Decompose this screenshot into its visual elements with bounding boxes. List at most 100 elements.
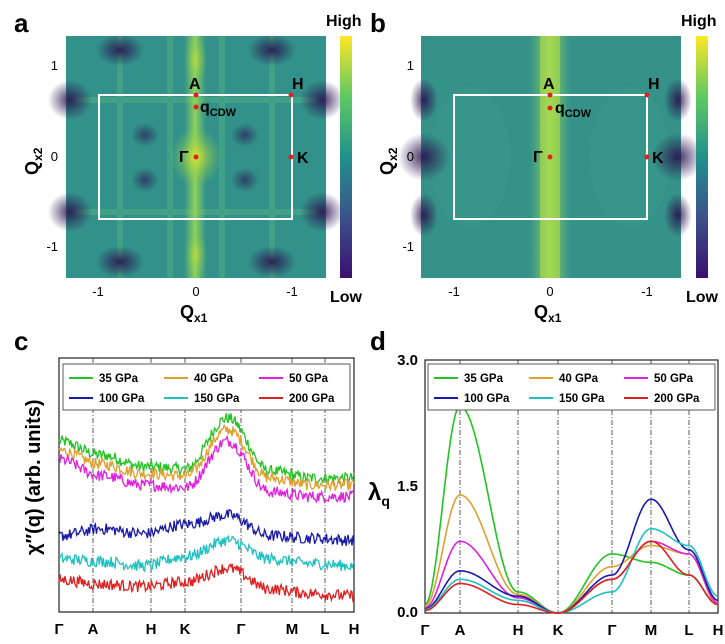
panel-b-colorbar-high: High bbox=[681, 13, 717, 30]
panel-b-colorbar bbox=[696, 36, 708, 278]
c-path-label: Γ bbox=[54, 621, 63, 638]
panel-c-legend: 35 GPa 40 GPa 50 GPa 100 GPa 150 GPa 200 GPa bbox=[62, 363, 351, 411]
c-series-line bbox=[58, 563, 355, 603]
panel-b-ytick: 1 bbox=[407, 58, 414, 73]
panel-b-point-K bbox=[644, 154, 650, 160]
panel-b-xtick: -1 bbox=[641, 284, 653, 299]
c-path-label: H bbox=[146, 621, 157, 638]
d-path-label: Γ bbox=[420, 622, 429, 639]
c-series-line bbox=[58, 434, 355, 504]
panel-a-label-A: A bbox=[189, 76, 201, 93]
c-legend-label: 200 GPa bbox=[289, 393, 335, 405]
panel-a-point-gamma bbox=[193, 154, 199, 160]
panel-a-point-H bbox=[288, 92, 294, 98]
c-legend-label: 35 GPa bbox=[99, 373, 139, 385]
panel-b-point-H bbox=[644, 92, 650, 98]
panel-a-label-K: K bbox=[297, 150, 309, 167]
d-series-line bbox=[424, 498, 719, 614]
c-legend-label: 50 GPa bbox=[289, 373, 329, 385]
panel-b-colorbar-low: Low bbox=[686, 289, 719, 306]
c-legend-label: 100 GPa bbox=[99, 393, 145, 405]
d-path-label: L bbox=[684, 622, 693, 639]
panel-b-ytick: 0 bbox=[407, 149, 414, 164]
panel-d: d 3.0 1.5 0.0 λq Γ A H K Γ M L H 35 GPa 40 GPa 50… bbox=[368, 326, 723, 639]
panel-d-frame bbox=[424, 359, 719, 614]
c-path-label: H bbox=[349, 621, 360, 638]
panel-a-colorbar bbox=[340, 36, 352, 278]
panel-b-label-A: A bbox=[543, 76, 555, 93]
d-legend-label: 200 GPa bbox=[654, 393, 700, 405]
c-series-line bbox=[58, 413, 355, 485]
panel-c-letter: c bbox=[14, 326, 28, 356]
panel-b: b A H qCDW Γ K 1 0 -1 -1 0 -1 bbox=[370, 8, 719, 325]
panel-d-ytick: 1.5 bbox=[397, 478, 418, 495]
d-series-line bbox=[424, 527, 719, 614]
panel-a-xtick: -1 bbox=[286, 284, 298, 299]
panel-d-series bbox=[424, 405, 719, 614]
panel-b-ytick: -1 bbox=[402, 239, 414, 254]
panel-a-label-H: H bbox=[292, 76, 304, 93]
panel-b-xtick: -1 bbox=[448, 284, 460, 299]
panel-b-label-K: K bbox=[652, 150, 664, 167]
d-path-label: K bbox=[553, 622, 564, 639]
panel-a-ytick: -1 bbox=[46, 239, 58, 254]
panel-a-letter: a bbox=[14, 8, 29, 38]
panel-b-letter: b bbox=[370, 8, 386, 38]
panel-b-xtick: 0 bbox=[546, 284, 553, 299]
c-series-line bbox=[58, 534, 355, 573]
c-series-line bbox=[58, 423, 355, 492]
c-path-label: K bbox=[180, 621, 191, 638]
d-series-line bbox=[424, 494, 719, 614]
d-series-line bbox=[424, 540, 719, 614]
c-series-line bbox=[58, 508, 355, 546]
d-path-label: M bbox=[645, 622, 658, 639]
panel-b-point-qcdw bbox=[547, 105, 553, 111]
d-path-label: Γ bbox=[607, 622, 616, 639]
panel-a-xlabel: Qx1 bbox=[180, 302, 208, 325]
panel-b-point-gamma bbox=[547, 154, 553, 160]
panel-a-point-qcdw bbox=[193, 104, 199, 110]
panel-a-colorbar-low: Low bbox=[330, 289, 363, 306]
panel-d-ytick: 0.0 bbox=[397, 604, 418, 621]
panel-b-label-gamma: Γ bbox=[533, 149, 543, 166]
panel-d-letter: d bbox=[370, 326, 386, 356]
panel-d-ytick: 3.0 bbox=[397, 352, 418, 369]
panel-d-ylabel: λq bbox=[368, 479, 390, 509]
c-legend-label: 150 GPa bbox=[194, 393, 240, 405]
d-legend-label: 35 GPa bbox=[464, 373, 504, 385]
c-path-label: Γ bbox=[236, 621, 245, 638]
panel-a-ylabel: Qx2 bbox=[22, 147, 45, 175]
d-legend-label: 150 GPa bbox=[559, 393, 605, 405]
panel-b-xlabel: Qx1 bbox=[534, 302, 562, 325]
panel-c-ylabel: χ″(q) (arb. units) bbox=[23, 399, 45, 555]
panel-a-colorbar-high: High bbox=[326, 13, 362, 30]
c-path-label: M bbox=[286, 621, 299, 638]
c-legend-box bbox=[62, 363, 351, 411]
panel-c-series bbox=[58, 413, 355, 603]
panel-a: a bbox=[14, 8, 363, 325]
d-legend-label: 40 GPa bbox=[559, 373, 599, 385]
d-series-line bbox=[424, 540, 719, 614]
panel-b-point-A bbox=[547, 92, 553, 98]
panel-d-legend: 35 GPa 40 GPa 50 GPa 100 GPa 150 GPa 200 GPa bbox=[427, 363, 716, 411]
c-legend-label: 40 GPa bbox=[194, 373, 234, 385]
panel-b-ylabel: Qx2 bbox=[377, 147, 400, 175]
panel-a-label-q: qCDW bbox=[200, 99, 237, 119]
c-path-label: L bbox=[320, 621, 329, 638]
panel-a-xtick: -1 bbox=[92, 284, 104, 299]
panel-a-ytick: 0 bbox=[51, 149, 58, 164]
d-legend-label: 50 GPa bbox=[654, 373, 694, 385]
d-legend-box bbox=[427, 363, 716, 411]
panel-a-xtick: 0 bbox=[192, 284, 199, 299]
d-path-label: H bbox=[513, 622, 524, 639]
d-path-label: H bbox=[713, 622, 724, 639]
panel-a-point-K bbox=[288, 154, 294, 160]
d-path-label: A bbox=[455, 622, 466, 639]
d-legend-label: 100 GPa bbox=[464, 393, 510, 405]
panel-c-frame bbox=[58, 357, 355, 613]
panel-c: c χ″(q) (arb. units) Γ A H K Γ M L H 35 GPa 40 G… bbox=[14, 326, 359, 638]
panel-a-ytick: 1 bbox=[51, 58, 58, 73]
